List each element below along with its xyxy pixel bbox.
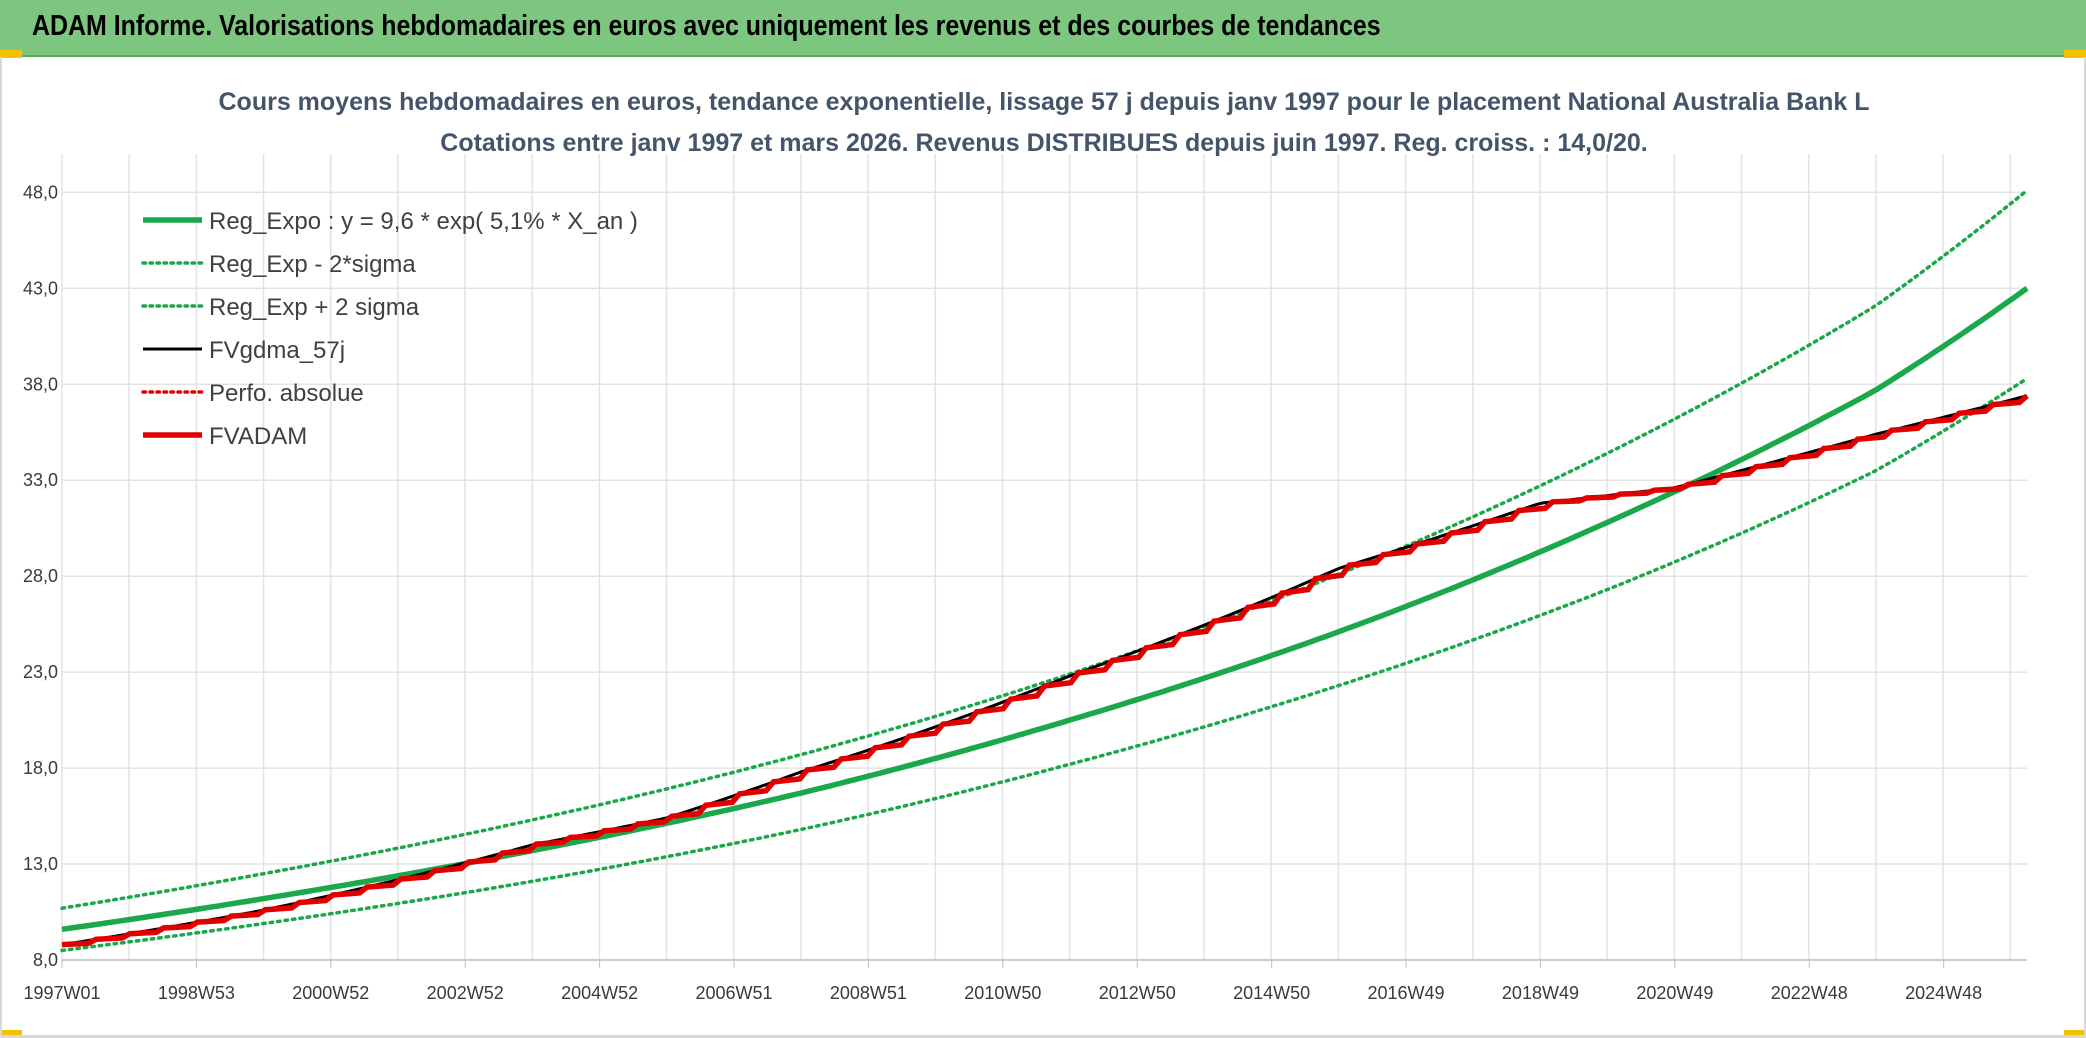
x-tick-label: 2008W51 <box>830 983 907 1003</box>
y-tick-label: 43,0 <box>23 278 58 298</box>
x-tick-label: 2006W51 <box>695 983 772 1003</box>
header-bar: ADAM Informe. Valorisations hebdomadaire… <box>0 0 2086 57</box>
grid <box>61 154 2027 961</box>
series-line-fvadam <box>61 393 2029 948</box>
x-tick-label: 2020W49 <box>1636 983 1713 1003</box>
axes: 8,0 13,0 18,0 23,0 28,0 33,0 38,0 43,0 48,0 1997W… <box>23 182 2027 1003</box>
x-tick-label: 2022W48 <box>1771 983 1848 1003</box>
chart-subtitle: Cotations entre janv 1997 et mars 2026. … <box>440 129 1647 157</box>
legend-label: FVgdma_57j <box>209 337 345 364</box>
x-tick-label: 1997W01 <box>23 983 100 1003</box>
y-tick-label: 38,0 <box>23 374 58 394</box>
chart-title: Cours moyens hebdomadaires en euros, ten… <box>219 88 1870 116</box>
corner-mark <box>0 1030 22 1038</box>
corner-mark <box>0 50 22 58</box>
y-tick-label: 23,0 <box>23 662 58 682</box>
y-tick-label: 13,0 <box>23 854 58 874</box>
x-tick-label: 2018W49 <box>1502 983 1579 1003</box>
corner-mark <box>2064 50 2086 58</box>
legend-label: Perfo. absolue <box>209 380 364 407</box>
y-tick-label: 48,0 <box>23 182 58 202</box>
x-tick-label: 2014W50 <box>1233 983 1310 1003</box>
y-tick-label: 28,0 <box>23 566 58 586</box>
y-tick-label: 8,0 <box>33 950 58 970</box>
x-tick-label: 2024W48 <box>1905 983 1982 1003</box>
corner-mark <box>2064 1030 2086 1038</box>
legend-label: FVADAM <box>209 423 307 450</box>
x-tick-label: 2010W50 <box>964 983 1041 1003</box>
legend-label: Reg_Exp + 2 sigma <box>209 294 420 321</box>
series-layer <box>60 188 2029 953</box>
x-tick-label: 2016W49 <box>1368 983 1445 1003</box>
legend-label: Reg_Exp - 2*sigma <box>209 251 416 278</box>
x-tick-label: 2004W52 <box>561 983 638 1003</box>
series-line-fvgdma-57j <box>61 394 2028 947</box>
x-tick-label: 2002W52 <box>427 983 504 1003</box>
legend: Reg_Expo : y = 9,6 * exp( 5,1% * X_an ) R… <box>141 208 638 450</box>
legend-label: Reg_Expo : y = 9,6 * exp( 5,1% * X_an ) <box>209 208 638 235</box>
chart-frame <box>0 57 2086 1038</box>
header-title: ADAM Informe. Valorisations hebdomadaire… <box>32 10 1381 42</box>
x-tick-label: 1998W53 <box>158 983 235 1003</box>
series-line-reg-exp-2-sigma <box>60 376 2029 953</box>
x-tick-label: 2000W52 <box>292 983 369 1003</box>
series-line-reg-exp-2-sigma <box>60 188 2029 910</box>
x-tick-label: 2012W50 <box>1099 983 1176 1003</box>
y-tick-label: 18,0 <box>23 758 58 778</box>
y-tick-label: 33,0 <box>23 470 58 490</box>
